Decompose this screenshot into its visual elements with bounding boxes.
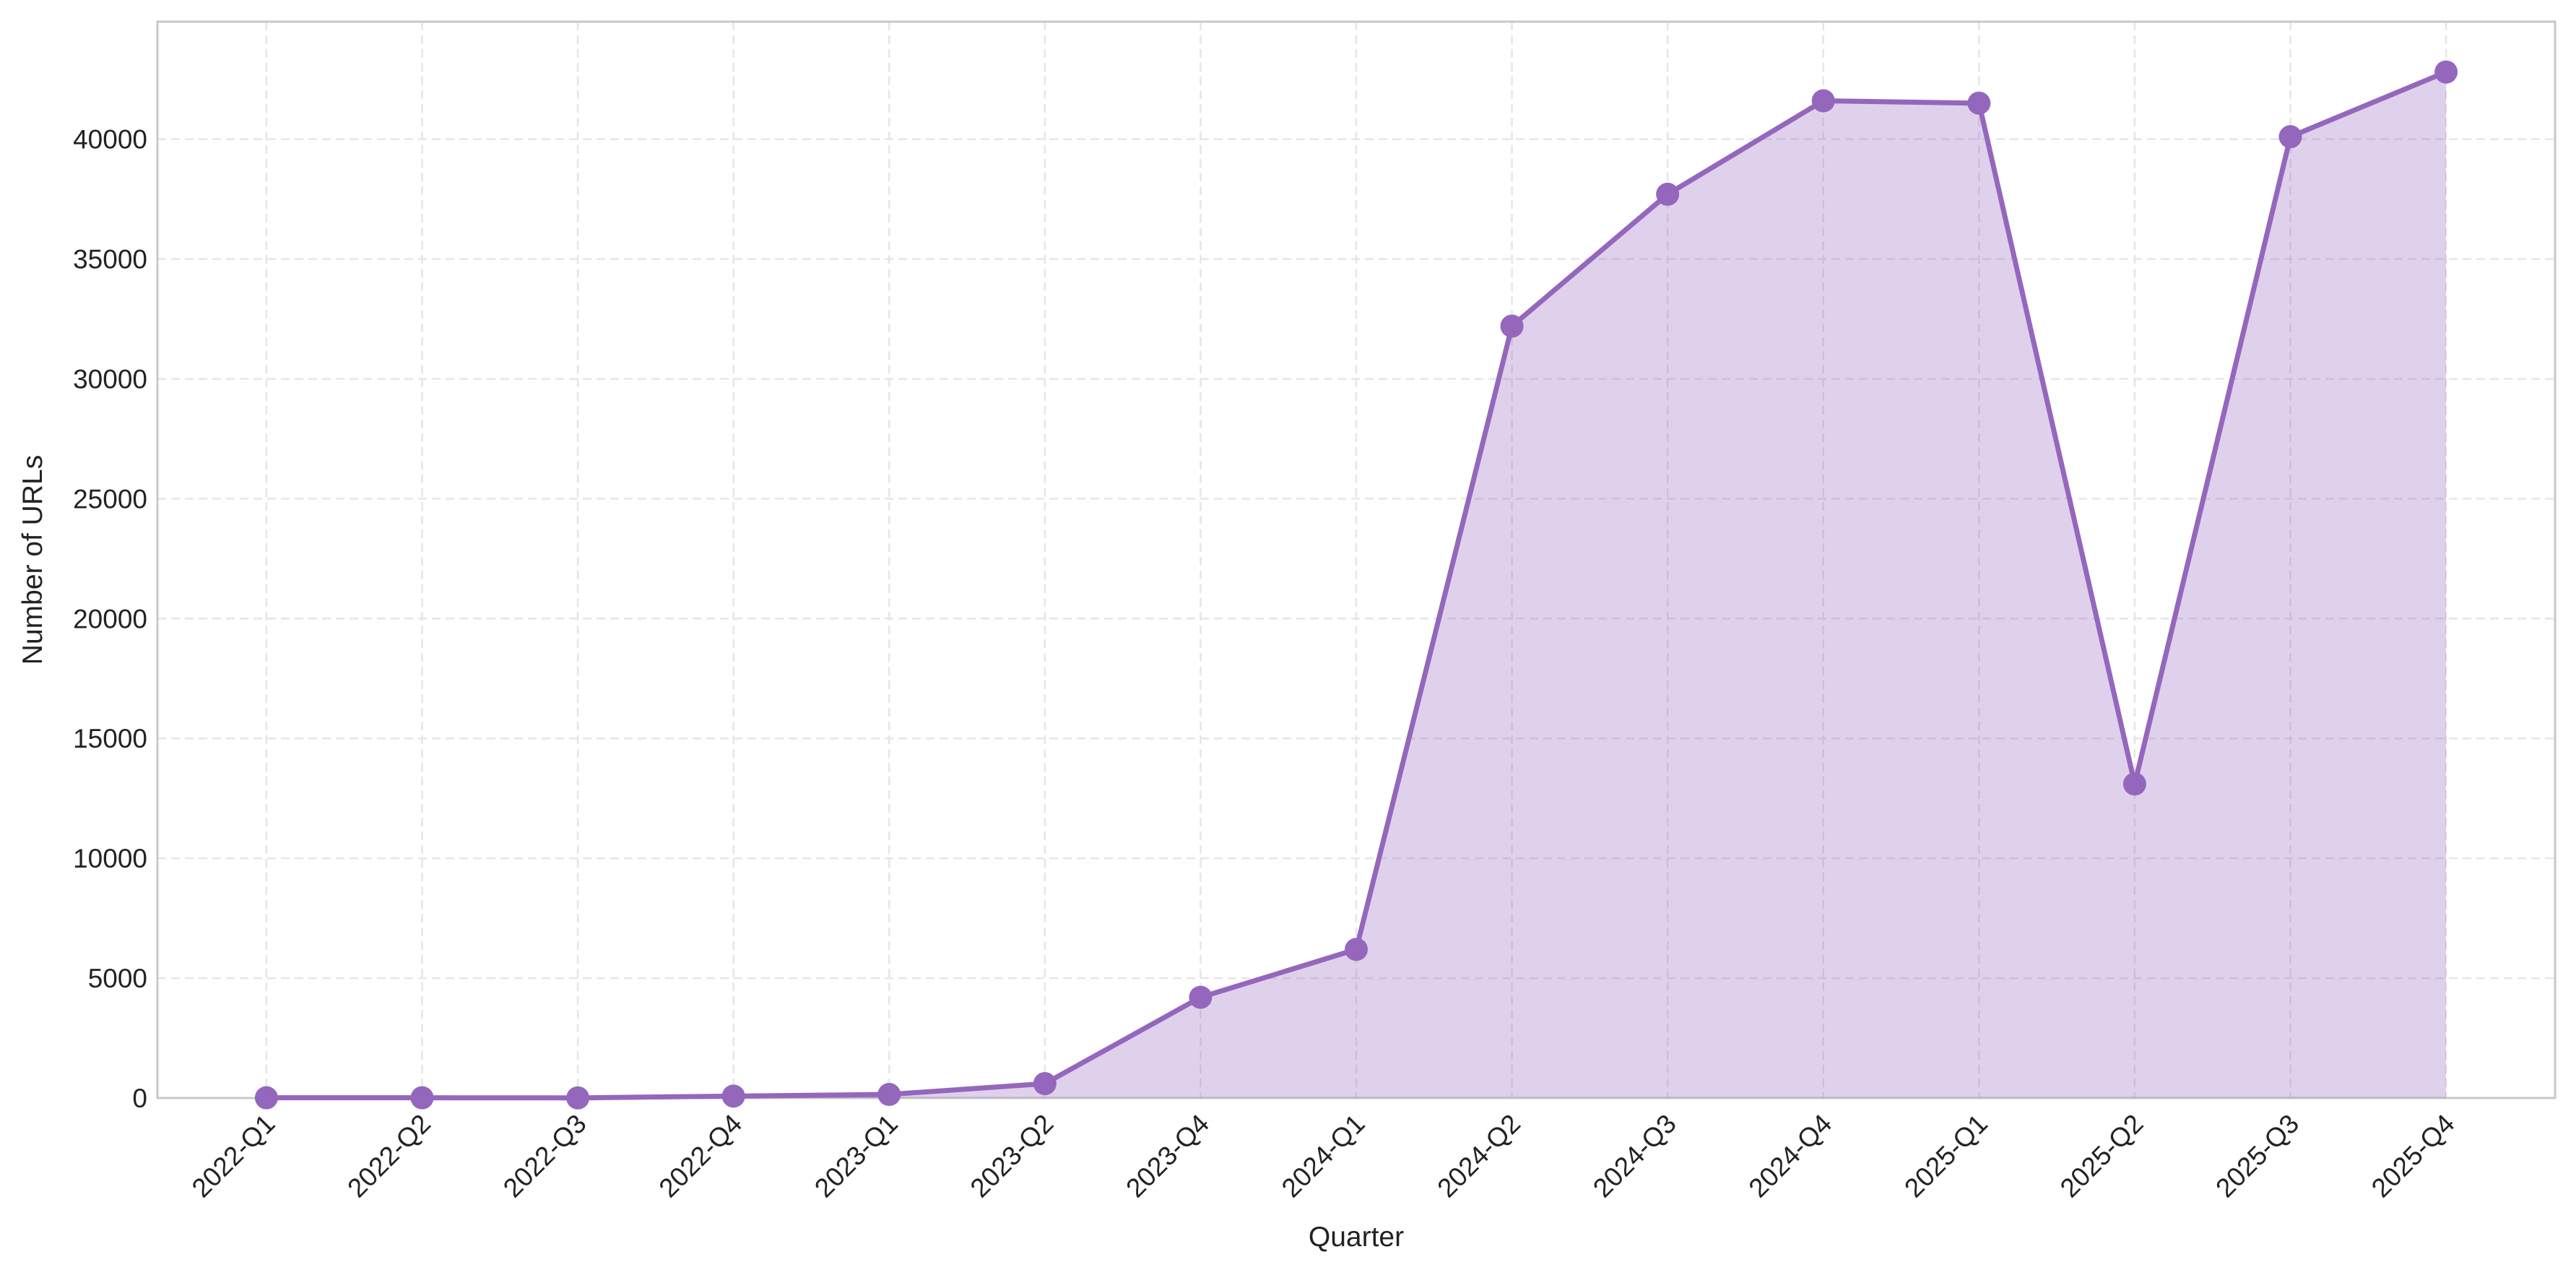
plot-frame <box>156 20 2557 1099</box>
y-axis-label: Number of URLs <box>17 455 48 665</box>
y-tick-label: 15000 <box>73 724 147 753</box>
y-tick-label: 35000 <box>73 245 147 275</box>
x-tick-label: 2022-Q3 <box>498 1109 592 1203</box>
y-tick-label: 25000 <box>73 484 147 514</box>
x-tick-label: 2023-Q4 <box>1120 1109 1215 1203</box>
x-tick-label: 2025-Q1 <box>1899 1109 1993 1203</box>
marker <box>1967 91 1991 115</box>
marker <box>721 1084 745 1108</box>
marker <box>2434 60 2458 84</box>
y-tick-label: 10000 <box>73 844 147 873</box>
marker <box>2278 125 2302 149</box>
x-tick-label: 2024-Q1 <box>1276 1109 1371 1203</box>
x-tick-label: 2025-Q2 <box>2055 1109 2149 1203</box>
x-tick-label: 2022-Q4 <box>654 1109 748 1203</box>
y-tick-label: 20000 <box>73 604 147 634</box>
x-tick-label: 2025-Q3 <box>2210 1109 2304 1203</box>
y-tick-label: 5000 <box>88 964 147 993</box>
marker <box>1656 182 1680 206</box>
x-tick-label: 2025-Q4 <box>2366 1109 2460 1203</box>
area-fill <box>266 72 2447 1098</box>
y-tick-label: 40000 <box>73 125 147 155</box>
marker <box>566 1086 590 1110</box>
x-axis-label: Quarter <box>1309 1222 1404 1253</box>
marker <box>410 1086 434 1110</box>
marker <box>1500 314 1524 338</box>
marker <box>1033 1072 1057 1096</box>
x-tick-label: 2024-Q4 <box>1743 1109 1838 1203</box>
x-tick-label: 2024-Q2 <box>1431 1109 1526 1203</box>
x-tick-label: 2023-Q1 <box>809 1109 903 1203</box>
x-tick-label: 2024-Q3 <box>1587 1109 1682 1203</box>
x-tick-label: 2022-Q1 <box>186 1109 281 1203</box>
marker <box>2122 772 2146 796</box>
marker <box>877 1083 901 1107</box>
x-tick-label: 2023-Q2 <box>965 1109 1059 1203</box>
marker <box>1345 938 1368 961</box>
marker <box>1811 89 1835 113</box>
y-tick-label: 30000 <box>73 364 147 394</box>
x-tick-label: 2022-Q2 <box>342 1109 436 1203</box>
marker <box>1189 985 1213 1009</box>
marker <box>254 1086 278 1110</box>
y-tick-label: 0 <box>132 1084 147 1113</box>
